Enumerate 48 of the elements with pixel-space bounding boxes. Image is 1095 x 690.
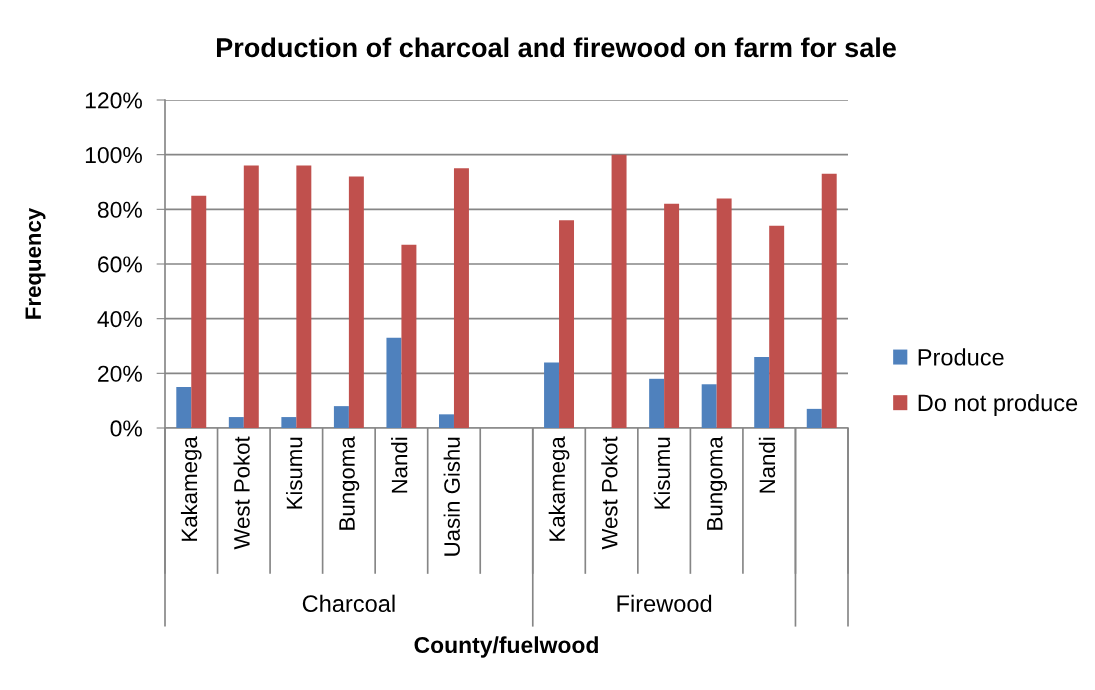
bar: [769, 225, 785, 428]
y-tick-label: 60%: [98, 256, 142, 273]
bar: [386, 337, 402, 428]
x-tick-label: Nandi: [758, 437, 776, 493]
y-tick-label: 40%: [97, 310, 142, 328]
bar: [754, 356, 770, 428]
x-tick-label: Bungoma: [339, 436, 360, 530]
bar: [243, 165, 259, 428]
bar: [296, 165, 312, 428]
x-tick-label: Kakamega: [548, 436, 570, 541]
y-tick-label: 120%: [85, 92, 142, 109]
x-tick-label: West Pokot: [233, 436, 250, 550]
text: Firewood: [617, 594, 712, 613]
bar: [453, 168, 469, 428]
bar: [281, 417, 297, 428]
bar: [544, 362, 560, 428]
bar: [559, 220, 575, 428]
bar: [611, 154, 627, 428]
bar: [821, 173, 837, 428]
text: Charcoal: [302, 594, 395, 613]
bar: [348, 176, 364, 428]
bar: [701, 384, 717, 428]
x-tick-label: Kakamega: [180, 436, 202, 541]
x-tick-label: Nandi: [391, 437, 408, 493]
x-tick-label: West Pokot: [601, 436, 618, 550]
bar: [438, 414, 454, 428]
bar: [333, 406, 349, 428]
chart-title: Production of charcoal and firewood on farm for sale: [216, 37, 896, 58]
bar: [649, 378, 665, 428]
bar: [401, 244, 417, 428]
bar: [806, 408, 822, 428]
bar: [176, 387, 192, 428]
bar: [191, 195, 207, 428]
y-tick-label: 80%: [97, 201, 142, 218]
y-tick-label: 20%: [98, 365, 142, 382]
legend-label: Produce: [918, 348, 1004, 366]
x-axis-title: County/fuelwood: [414, 636, 598, 658]
y-tick-label: 0%: [110, 420, 142, 437]
bar: [228, 417, 244, 428]
x-tick-label: Uasin Gishu: [443, 437, 460, 556]
x-tick-label: Kisumu: [285, 437, 303, 509]
bar: [716, 198, 732, 428]
x-tick-label: Kisumu: [653, 437, 671, 509]
x-tick-label: Bungoma: [707, 436, 728, 530]
y-tick-label: 100%: [85, 146, 142, 164]
y-axis-title: Frequency: [25, 207, 46, 319]
legend-label: Do not produce: [918, 393, 1078, 416]
bar: [664, 203, 680, 428]
